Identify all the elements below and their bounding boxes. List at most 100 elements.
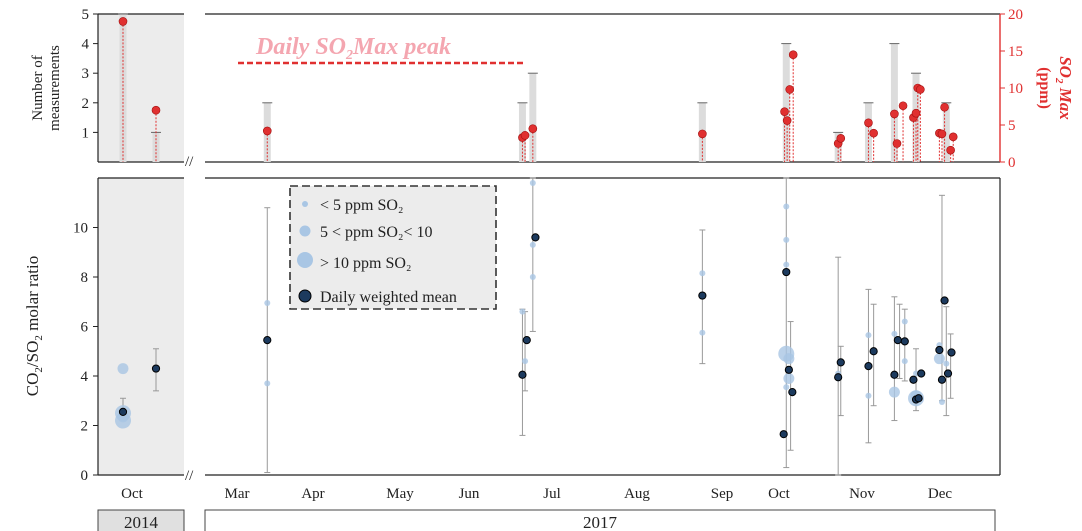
svg-text:(ppm): (ppm) xyxy=(1036,67,1053,109)
bottom-ytick-2: 4 xyxy=(81,369,89,385)
so2-max-point-10 xyxy=(788,50,798,60)
so2-max-point-21 xyxy=(916,85,925,94)
top-y2tick-4: 20 xyxy=(1008,7,1023,23)
mean-point-18 xyxy=(909,375,918,384)
top-stems xyxy=(122,21,954,162)
mean-point-12 xyxy=(836,358,845,367)
mean-point-25 xyxy=(943,369,953,378)
bottom-ytick-4: 8 xyxy=(81,270,89,286)
top-y2tick-3: 15 xyxy=(1008,44,1023,60)
svg-text:Daily SO2Max peak: Daily SO2Max peak xyxy=(255,34,451,63)
so2-max-point-5 xyxy=(528,124,538,133)
sample-point-12 xyxy=(699,329,706,336)
so2-max-point-1 xyxy=(151,105,161,115)
mean-point-2 xyxy=(263,336,272,345)
mean-point-0 xyxy=(118,407,128,416)
xtick-6: Aug xyxy=(624,486,650,502)
bottom-ytick-1: 2 xyxy=(81,419,89,435)
so2-peak-annotation: Daily SO2Max peak xyxy=(238,34,525,65)
year-2014: 2014 xyxy=(124,513,159,531)
legend-small-marker xyxy=(302,201,308,207)
legend: < 5 ppm SO₂ 5 < ppm SO₂< 10 > 10 ppm SO₂… xyxy=(289,185,497,310)
mean-point-8 xyxy=(782,267,791,277)
xtick-9: Nov xyxy=(849,486,875,502)
sample-point-0 xyxy=(117,363,129,375)
top-ylabel: Number of measurements xyxy=(30,45,63,131)
top-y2label: SO2 Max (ppm) xyxy=(1036,56,1075,120)
mean-point-11 xyxy=(834,373,843,382)
top-y2tick-2: 10 xyxy=(1008,81,1023,97)
so2-max-point-7 xyxy=(780,107,789,116)
so2-max-point-4 xyxy=(520,131,530,140)
mean-point-5 xyxy=(531,233,540,242)
sample-point-18 xyxy=(783,372,795,384)
sample-point-34 xyxy=(938,398,945,405)
so2-max-point-19 xyxy=(911,108,921,118)
axis-ticks: 1 2 3 4 5 0 5 10 15 20 0 2 4 6 8 10 Oct Mar Apr May Jun Jul Au… xyxy=(73,7,1023,502)
top-ytick-2: 3 xyxy=(82,66,90,82)
so2-max-point-6 xyxy=(698,129,707,139)
sample-point-33 xyxy=(933,353,945,365)
svg-text:CO2/SO2 molar ratio: CO2/SO2 molar ratio xyxy=(23,256,45,396)
bottom-ytick-0: 0 xyxy=(81,468,89,484)
legend-mean-marker xyxy=(298,289,312,303)
so2-max-point-23 xyxy=(937,129,947,139)
bottom-panel-frame xyxy=(97,177,1001,476)
top-bar-6 xyxy=(782,43,790,162)
mean-point-15 xyxy=(890,370,899,379)
mean-point-7 xyxy=(779,430,788,439)
top-bar-4 xyxy=(529,73,537,162)
bottom-axis-break: // xyxy=(185,468,194,484)
sample-point-15 xyxy=(783,261,790,268)
bottom-ytick-3: 6 xyxy=(81,320,89,336)
mean-point-21 xyxy=(917,369,926,378)
mean-point-4 xyxy=(522,336,531,345)
mean-point-1 xyxy=(151,364,161,373)
sample-point-14 xyxy=(783,236,790,243)
bottom-2014-shade xyxy=(98,178,184,475)
top-panel-frame xyxy=(97,13,1001,163)
svg-text:measurements: measurements xyxy=(47,45,63,131)
so2-max-point-15 xyxy=(890,109,899,119)
so2-max-point-16 xyxy=(892,139,902,148)
top-bars xyxy=(118,13,952,162)
legend-mean-label: Daily weighted mean xyxy=(320,289,457,306)
mean-point-9 xyxy=(784,365,793,374)
mean-point-3 xyxy=(518,370,527,379)
sample-point-24 xyxy=(891,330,898,337)
so2-max-point-24 xyxy=(940,102,949,112)
sample-point-6 xyxy=(519,308,526,315)
top-2014-shade xyxy=(98,14,184,162)
so2-max-point-25 xyxy=(946,145,955,155)
so2-max-point-2 xyxy=(262,126,272,136)
mean-point-26 xyxy=(947,348,956,357)
svg-text:Number of: Number of xyxy=(30,55,46,120)
bottom-samples xyxy=(115,179,950,429)
sample-point-7 xyxy=(522,358,529,365)
svg-text:SO2 Max: SO2 Max xyxy=(1053,56,1075,120)
xtick-1: Mar xyxy=(225,486,250,502)
so2-max-point-14 xyxy=(869,128,878,138)
mean-point-20 xyxy=(914,394,923,403)
top-ytick-4: 5 xyxy=(82,7,90,23)
year-2017: 2017 xyxy=(583,513,618,531)
xtick-5: Jul xyxy=(543,486,561,502)
xtick-0: Oct xyxy=(121,486,143,502)
sample-point-27 xyxy=(901,318,908,325)
mean-point-13 xyxy=(864,362,873,371)
top-ytick-1: 2 xyxy=(82,96,90,112)
top-y2tick-0: 0 xyxy=(1008,155,1016,171)
mean-point-24 xyxy=(940,296,949,305)
legend-medium-label: 5 < ppm SO₂< 10 xyxy=(320,224,433,241)
xtick-7: Sep xyxy=(711,486,734,502)
xtick-4: Jun xyxy=(459,486,480,502)
sample-point-5 xyxy=(264,380,271,387)
sample-point-8 xyxy=(529,179,536,186)
mean-point-23 xyxy=(937,375,947,384)
top-axis-break: // xyxy=(185,154,194,170)
sample-point-35 xyxy=(943,360,950,367)
sample-point-19 xyxy=(783,384,790,391)
top-y2tick-1: 5 xyxy=(1008,118,1016,134)
so2-max-point-8 xyxy=(782,116,792,125)
